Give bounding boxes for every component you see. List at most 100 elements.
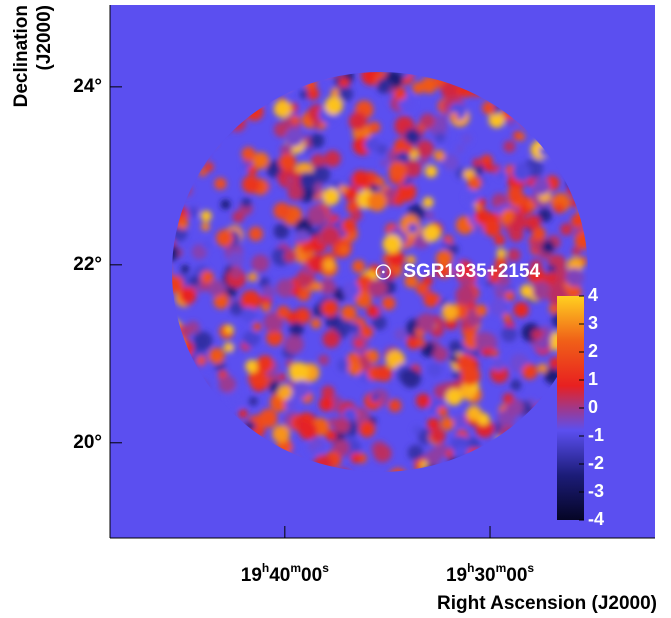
map-cell [364, 137, 380, 153]
map-cell [285, 176, 295, 186]
x-tick-label: 19h40m00s [241, 561, 329, 586]
map-cell [204, 162, 214, 172]
map-cell [420, 113, 435, 129]
map-cell [531, 329, 543, 340]
map-cell [460, 319, 471, 330]
map-cell [279, 153, 296, 169]
map-cell [283, 249, 297, 263]
map-cell [290, 115, 301, 125]
map-cell [218, 375, 236, 393]
map-cell [297, 287, 311, 302]
map-cell [180, 264, 190, 274]
map-cell [321, 385, 335, 399]
map-cell [488, 111, 505, 128]
map-cell [338, 77, 350, 89]
map-cell [406, 334, 422, 350]
map-cell [455, 144, 465, 154]
map-cell [422, 224, 441, 242]
map-cell [492, 359, 505, 372]
map-cell [289, 321, 304, 337]
map-cell [227, 251, 245, 268]
map-cell [525, 215, 541, 230]
map-cell [512, 162, 532, 182]
map-cell [208, 347, 225, 364]
map-cell [287, 184, 304, 201]
map-cell [252, 322, 262, 332]
map-cell [273, 202, 291, 220]
map-cell [232, 210, 245, 223]
map-cell [284, 334, 304, 355]
map-cell [423, 292, 439, 308]
map-cell [507, 186, 523, 202]
map-cell [321, 226, 341, 246]
map-cell [440, 417, 455, 431]
map-cell [520, 284, 534, 298]
map-cell [467, 176, 482, 190]
map-cell [179, 325, 192, 338]
map-cell [475, 304, 488, 317]
map-cell [242, 175, 260, 194]
map-cell [381, 296, 396, 311]
map-cell [319, 278, 336, 295]
map-cell [368, 278, 388, 298]
map-cell [226, 387, 245, 406]
map-cell [427, 417, 440, 431]
y-axis-title: Declination [11, 5, 32, 107]
map-cell [504, 291, 515, 301]
map-cell [537, 363, 548, 373]
map-cell [434, 132, 446, 143]
map-cell [267, 380, 280, 393]
colorbar-tick-label: -3 [588, 481, 604, 501]
map-cell [412, 81, 425, 94]
map-cell [396, 182, 417, 202]
map-cell [404, 159, 422, 178]
source-dot [382, 270, 385, 274]
map-cell [388, 399, 402, 413]
map-cell [350, 209, 362, 222]
map-cell [371, 315, 387, 331]
map-cell [248, 226, 263, 241]
map-cell [455, 285, 476, 306]
map-cell [404, 274, 419, 288]
map-cell [388, 161, 408, 180]
map-cell [216, 229, 234, 247]
map-cell [373, 444, 392, 463]
map-cell [376, 144, 388, 155]
map-cell [229, 265, 243, 279]
map-cell [425, 210, 434, 220]
map-cell [350, 322, 361, 334]
map-cell [312, 281, 323, 292]
source-label: SGR1935+2154 [403, 261, 540, 282]
map-cell [560, 223, 573, 236]
y-tick-label: 24° [73, 76, 102, 97]
map-cell [416, 338, 426, 347]
map-cell [252, 152, 270, 170]
map-cell [483, 218, 502, 237]
map-cell [310, 153, 326, 169]
map-cell [375, 365, 393, 382]
map-cell [172, 275, 184, 294]
map-cell [213, 293, 229, 310]
map-cell [310, 318, 322, 329]
map-cell [482, 101, 496, 115]
map-cell [200, 270, 214, 284]
map-cell [284, 127, 304, 147]
map-cell [382, 234, 402, 254]
map-cell [434, 267, 444, 277]
map-cell [294, 307, 311, 324]
map-cell [501, 326, 518, 343]
map-cell [343, 186, 359, 201]
map-cell [318, 396, 334, 412]
map-cell [251, 254, 270, 273]
map-cell [427, 362, 442, 377]
map-cell [368, 121, 381, 134]
map-cell [554, 203, 565, 214]
map-cell [298, 171, 317, 190]
map-cell [352, 259, 366, 273]
map-cell [223, 342, 234, 353]
map-cell [434, 150, 445, 162]
map-cell [309, 133, 325, 149]
map-cell [193, 331, 213, 351]
map-cell [420, 76, 438, 94]
